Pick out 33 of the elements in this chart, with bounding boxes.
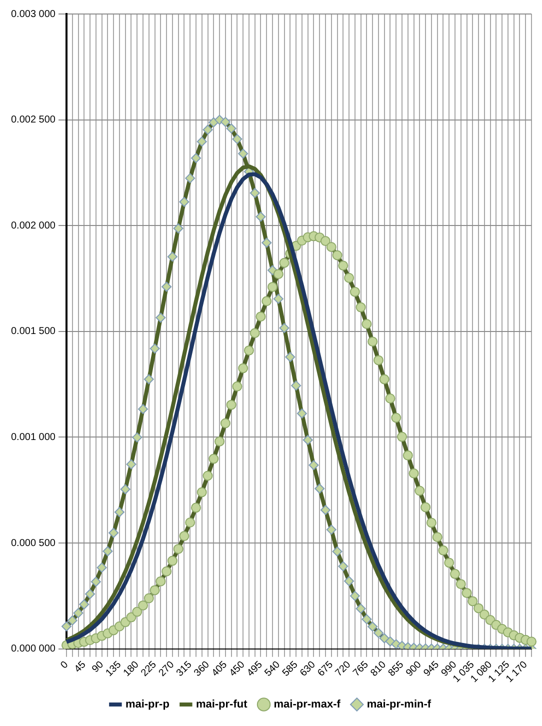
- x-tick-label: 0: [58, 659, 71, 672]
- x-tick-label: 945: [422, 659, 442, 679]
- x-tick-label: 900: [404, 659, 424, 679]
- x-tick-label: 90: [90, 659, 106, 675]
- x-tick-label: 495: [245, 659, 266, 679]
- y-tick-label: 0.001 500: [10, 326, 56, 338]
- y-tick-label: 0.000 500: [10, 538, 56, 549]
- x-tick-label: 720: [334, 659, 354, 679]
- y-tick-label: 0.003 000: [10, 8, 56, 20]
- y-tick-label: 0.001 000: [10, 432, 56, 443]
- legend-label: mai-pr-max-f: [274, 698, 341, 711]
- x-tick-label: 45: [72, 659, 89, 675]
- legend-label: mai-pr-p: [125, 698, 170, 711]
- x-tick-label: 225: [139, 659, 160, 679]
- x-tick-label: 405: [210, 659, 230, 679]
- y-tick-label: 0.002 000: [10, 220, 56, 232]
- x-tick-label: 540: [262, 659, 283, 679]
- x-tick-label: 630: [298, 659, 318, 679]
- y-tick-label: 0.002 500: [10, 114, 56, 126]
- x-tick-label: 270: [156, 659, 177, 679]
- x-tick-label: 450: [228, 659, 248, 679]
- legend-label: mai-pr-min-f: [366, 698, 432, 711]
- x-tick-label: 360: [192, 659, 212, 679]
- x-tick-label: 810: [368, 659, 389, 679]
- x-tick-label: 675: [316, 659, 336, 679]
- x-tick-label: 135: [104, 659, 124, 679]
- x-tick-label: 585: [280, 659, 300, 679]
- y-tick-label: 0.000 000: [10, 644, 56, 655]
- x-tick-label: 180: [122, 659, 142, 679]
- x-tick-label: 765: [351, 659, 372, 679]
- legend-label: mai-pr-fut: [196, 698, 248, 711]
- x-tick-label: 315: [174, 659, 194, 679]
- x-tick-label: 855: [386, 659, 406, 679]
